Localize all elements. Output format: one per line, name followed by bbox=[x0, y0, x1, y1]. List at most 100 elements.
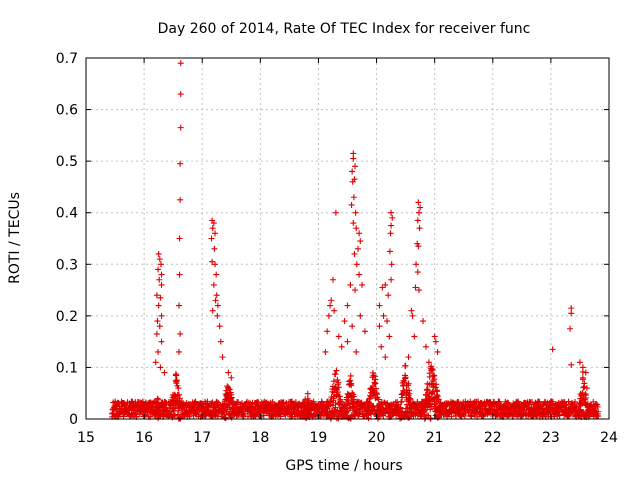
data-point bbox=[352, 163, 359, 170]
data-point bbox=[158, 338, 165, 345]
data-point bbox=[576, 359, 583, 366]
noise-point bbox=[401, 379, 408, 386]
y-axis: 0 0.1 0.2 0.3 0.4 0.5 0.6 0.7 bbox=[56, 51, 609, 428]
data-point bbox=[158, 281, 165, 288]
data-point bbox=[176, 235, 183, 242]
data-point bbox=[338, 343, 345, 350]
data-point bbox=[219, 354, 226, 361]
data-point bbox=[177, 124, 184, 131]
data-point bbox=[415, 199, 422, 206]
data-point bbox=[349, 323, 356, 330]
data-point bbox=[214, 312, 221, 319]
data-point bbox=[213, 292, 220, 299]
y-tick-label: 0.4 bbox=[56, 206, 78, 222]
data-point bbox=[158, 312, 165, 319]
data-point bbox=[432, 338, 439, 345]
data-point bbox=[405, 354, 412, 361]
data-point bbox=[359, 281, 366, 288]
data-point bbox=[378, 343, 385, 350]
data-point bbox=[212, 230, 219, 237]
data-point bbox=[354, 245, 361, 252]
data-point bbox=[155, 250, 162, 257]
noise-point bbox=[579, 376, 586, 383]
y-tick-label: 0.5 bbox=[56, 154, 78, 170]
data-point bbox=[350, 194, 357, 201]
data-point bbox=[376, 323, 383, 330]
noise-point bbox=[565, 398, 572, 405]
data-point bbox=[209, 225, 216, 232]
x-axis-label: GPS time / hours bbox=[285, 458, 402, 474]
y-tick-label: 0.7 bbox=[56, 51, 78, 67]
data-point bbox=[332, 209, 339, 216]
data-point bbox=[154, 318, 161, 325]
noise-point bbox=[347, 372, 354, 379]
x-tick-label: 15 bbox=[77, 430, 95, 446]
noise-point bbox=[582, 394, 589, 401]
data-point bbox=[384, 318, 391, 325]
data-point bbox=[382, 354, 389, 361]
data-point bbox=[425, 359, 432, 366]
data-point bbox=[385, 292, 392, 299]
data-point bbox=[217, 338, 224, 345]
noise-point bbox=[431, 372, 438, 379]
data-point bbox=[175, 302, 182, 309]
data-point bbox=[350, 155, 357, 162]
data-point bbox=[361, 328, 368, 335]
noise-point bbox=[334, 389, 341, 396]
data-point bbox=[155, 302, 162, 309]
y-tick-label: 0.2 bbox=[56, 309, 78, 325]
data-point bbox=[415, 287, 422, 294]
data-point bbox=[177, 60, 184, 67]
data-point bbox=[341, 318, 348, 325]
y-tick-label: 0.3 bbox=[56, 257, 78, 273]
data-point bbox=[152, 359, 159, 366]
noise-point bbox=[579, 389, 586, 396]
data-point bbox=[386, 333, 393, 340]
noise-point bbox=[173, 372, 180, 379]
noise-point bbox=[496, 398, 503, 405]
noise-point bbox=[335, 384, 342, 391]
noise-point bbox=[402, 362, 409, 369]
data-point bbox=[420, 318, 427, 325]
data-point bbox=[213, 271, 220, 278]
noise-point bbox=[226, 386, 233, 393]
data-point bbox=[153, 330, 160, 337]
noise-point bbox=[595, 413, 602, 420]
data-point bbox=[387, 230, 394, 237]
data-point bbox=[209, 258, 216, 265]
data-point bbox=[209, 307, 216, 314]
noise-point bbox=[428, 365, 435, 372]
data-point bbox=[434, 348, 441, 355]
data-point bbox=[177, 196, 184, 203]
noise-point bbox=[429, 367, 436, 374]
data-point bbox=[322, 348, 329, 355]
data-point bbox=[567, 325, 574, 332]
noise-point bbox=[579, 368, 586, 375]
y-tick-label: 0 bbox=[69, 412, 78, 428]
y-tick-label: 0.6 bbox=[56, 103, 78, 119]
noise-point bbox=[435, 396, 442, 403]
data-point bbox=[386, 248, 393, 255]
data-point bbox=[414, 217, 421, 224]
data-point bbox=[335, 333, 342, 340]
data-point bbox=[353, 261, 360, 268]
x-tick-label: 20 bbox=[368, 430, 386, 446]
data-point bbox=[415, 209, 422, 216]
x-tick-label: 22 bbox=[484, 430, 502, 446]
data-point bbox=[417, 204, 424, 211]
data-point bbox=[156, 276, 163, 283]
x-tick-label: 23 bbox=[542, 430, 560, 446]
data-point bbox=[325, 312, 332, 319]
data-point bbox=[331, 307, 338, 314]
noise-point bbox=[350, 393, 357, 400]
data-point bbox=[409, 312, 416, 319]
chart-title: Day 260 of 2014, Rate Of TEC Index for r… bbox=[158, 21, 531, 37]
data-point bbox=[157, 294, 164, 301]
data-point bbox=[161, 369, 168, 376]
data-point bbox=[353, 348, 360, 355]
noise-point bbox=[427, 406, 434, 413]
data-point bbox=[568, 305, 575, 312]
data-point bbox=[216, 323, 223, 330]
data-point bbox=[549, 346, 556, 353]
